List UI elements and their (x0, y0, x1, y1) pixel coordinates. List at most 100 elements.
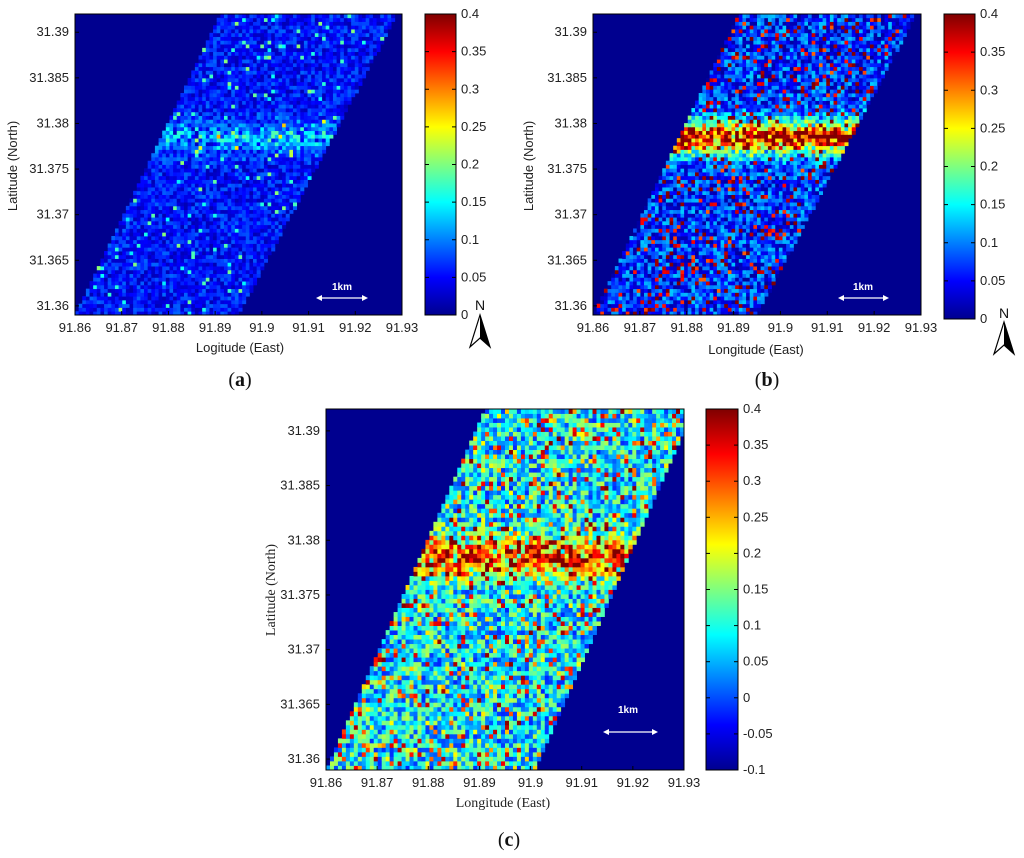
heatmap-cell (260, 224, 265, 229)
heatmap-cell (165, 149, 170, 154)
heatmap-cell (253, 224, 258, 229)
heatmap-cell (278, 29, 283, 34)
heatmap-cell (242, 262, 247, 267)
heatmap-cell (147, 183, 152, 188)
heatmap-cell (753, 224, 758, 229)
heatmap-cell (220, 254, 225, 259)
heatmap-cell (194, 299, 199, 305)
heatmap-cell (169, 220, 174, 226)
heatmap-cell (351, 81, 356, 86)
heatmap-cell (727, 303, 732, 308)
heatmap-cell (198, 205, 203, 211)
heatmap-cell (311, 51, 316, 56)
heatmap-cell (267, 138, 272, 143)
heatmap-cell (658, 251, 663, 256)
heatmap-cell (234, 277, 239, 282)
heatmap-cell (162, 311, 167, 316)
heatmap-cell (629, 243, 634, 248)
heatmap-cell (89, 288, 94, 293)
heatmap-cell (198, 190, 203, 195)
heatmap-cell (263, 141, 268, 147)
heatmap-cell (691, 217, 696, 222)
heatmap-cell (180, 183, 185, 188)
heatmap-cell (245, 266, 250, 271)
heatmap-cell (651, 266, 656, 271)
heatmap-cell (223, 149, 228, 154)
heatmap-cell (231, 29, 236, 34)
heatmap-cell (144, 228, 149, 233)
heatmap-cell (735, 292, 740, 297)
heatmap-cell (738, 307, 743, 312)
heatmap-cell (713, 269, 718, 275)
heatmap-cell (158, 202, 163, 207)
heatmap-cell (293, 160, 298, 165)
heatmap-cell (223, 224, 228, 229)
heatmap-cell (325, 70, 330, 75)
heatmap-cell (191, 141, 196, 147)
heatmap-cell (223, 281, 228, 286)
heatmap-cell (274, 21, 279, 26)
heatmap-cell (227, 55, 232, 60)
heatmap-cell (154, 232, 159, 237)
heatmap-cell (749, 262, 754, 267)
heatmap-cell (198, 85, 203, 90)
heatmap-cell (669, 277, 674, 282)
heatmap-cell (169, 179, 174, 184)
heatmap-cell (329, 81, 334, 86)
heatmap-cell (147, 303, 152, 308)
heatmap-cell (216, 307, 221, 312)
heatmap-cell (140, 205, 145, 211)
heatmap-cell (238, 51, 243, 56)
heatmap-cell (184, 111, 189, 116)
heatmap-cell (665, 251, 670, 256)
heatmap-cell (274, 81, 279, 86)
heatmap-cell (354, 55, 359, 60)
heatmap-cell (180, 266, 185, 271)
heatmap-cell (285, 104, 290, 109)
heatmap-cell (738, 258, 743, 263)
heatmap-cell (282, 74, 287, 79)
heatmap-cell (271, 100, 276, 105)
heatmap-cell (764, 258, 769, 263)
heatmap-cell (293, 17, 298, 22)
heatmap-cell (205, 277, 210, 282)
heatmap-cell (347, 47, 352, 53)
heatmap-cell (154, 284, 159, 290)
heatmap-cell (267, 239, 272, 244)
heatmap-cell (300, 138, 305, 143)
heatmap-cell (213, 126, 218, 132)
heatmap-cell (162, 232, 167, 237)
heatmap-cell (705, 284, 711, 290)
heatmap-cell (238, 183, 243, 188)
heatmap-cell (300, 126, 305, 132)
heatmap-cell (767, 247, 772, 252)
heatmap-cell (147, 247, 152, 252)
heatmap-cell (278, 134, 283, 139)
heatmap-cell (165, 126, 170, 132)
heatmap-cell (234, 100, 239, 105)
heatmap-cell (111, 235, 116, 241)
heatmap-cell (133, 266, 138, 271)
heatmap-cell (223, 239, 228, 244)
heatmap-cell (303, 153, 308, 158)
heatmap-cell (231, 153, 236, 158)
heatmap-cell (274, 160, 279, 165)
heatmap-cell (300, 187, 305, 192)
heatmap-cell (184, 243, 189, 248)
heatmap-cell (158, 138, 163, 143)
heatmap-cell (147, 254, 152, 259)
heatmap-cell (293, 47, 298, 53)
heatmap-cell (263, 187, 268, 192)
heatmap-cell (793, 232, 798, 237)
heatmap-cell (746, 254, 751, 259)
heatmap-cell (786, 224, 791, 229)
heatmap-cell (234, 175, 239, 180)
heatmap-cell (285, 36, 290, 41)
heatmap-cell (289, 29, 294, 34)
heatmap-cell (274, 47, 279, 53)
heatmap-cell (757, 292, 762, 297)
heatmap-cell (680, 288, 685, 293)
heatmap-cell (296, 21, 301, 26)
heatmap-cell (311, 17, 316, 22)
heatmap-cell (231, 235, 236, 241)
